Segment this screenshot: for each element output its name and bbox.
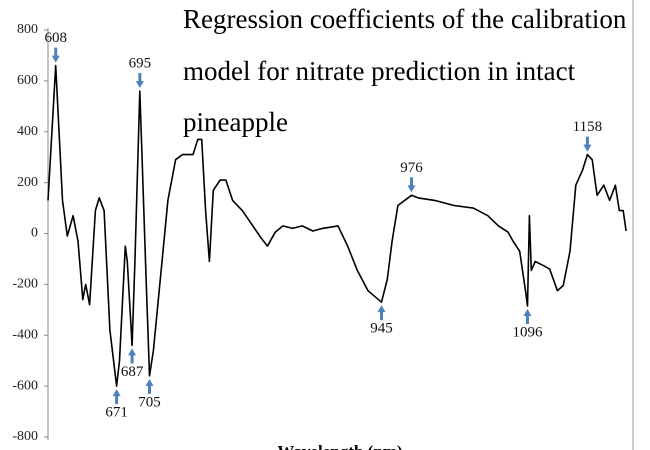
annotation-label: 1158 bbox=[573, 119, 602, 135]
y-tick-label: 0 bbox=[31, 226, 38, 241]
x-axis-label: Wavelength (nm) bbox=[277, 442, 402, 450]
annotation-label: 976 bbox=[400, 160, 423, 176]
annotation-arrowhead bbox=[112, 389, 121, 397]
annotation-label: 671 bbox=[105, 405, 128, 421]
annotation-label: 1096 bbox=[512, 324, 543, 340]
annotation-arrowhead bbox=[377, 305, 386, 313]
y-tick-label: 400 bbox=[17, 124, 38, 139]
annotation-arrowhead bbox=[523, 308, 532, 316]
annotation-label: 608 bbox=[44, 30, 67, 46]
annotation-label: 945 bbox=[370, 321, 393, 337]
annotation-arrowhead bbox=[51, 55, 60, 63]
line-series bbox=[47, 64, 627, 387]
y-tick-label: 600 bbox=[17, 73, 38, 88]
y-tick-label: -600 bbox=[12, 378, 38, 393]
annotation-arrowhead bbox=[407, 185, 416, 193]
annotation-arrowhead bbox=[128, 348, 137, 356]
chart-title: pineapple bbox=[183, 107, 288, 137]
y-tick-label: -400 bbox=[12, 327, 38, 342]
chart-title: Regression coefficients of the calibrati… bbox=[183, 4, 627, 34]
annotation-label: 687 bbox=[121, 364, 144, 380]
y-tick-label: 200 bbox=[17, 175, 38, 190]
annotation-label: 705 bbox=[138, 394, 161, 410]
y-tick-label: -800 bbox=[12, 429, 38, 444]
annotation-arrowhead bbox=[145, 378, 154, 386]
annotation-arrowhead bbox=[135, 81, 144, 89]
y-tick-label: 800 bbox=[17, 22, 38, 37]
chart-title: model for nitrate prediction in intact bbox=[183, 56, 576, 86]
annotation-arrowhead bbox=[583, 144, 592, 152]
y-tick-label: -200 bbox=[12, 277, 38, 292]
annotation-label: 695 bbox=[129, 55, 152, 71]
